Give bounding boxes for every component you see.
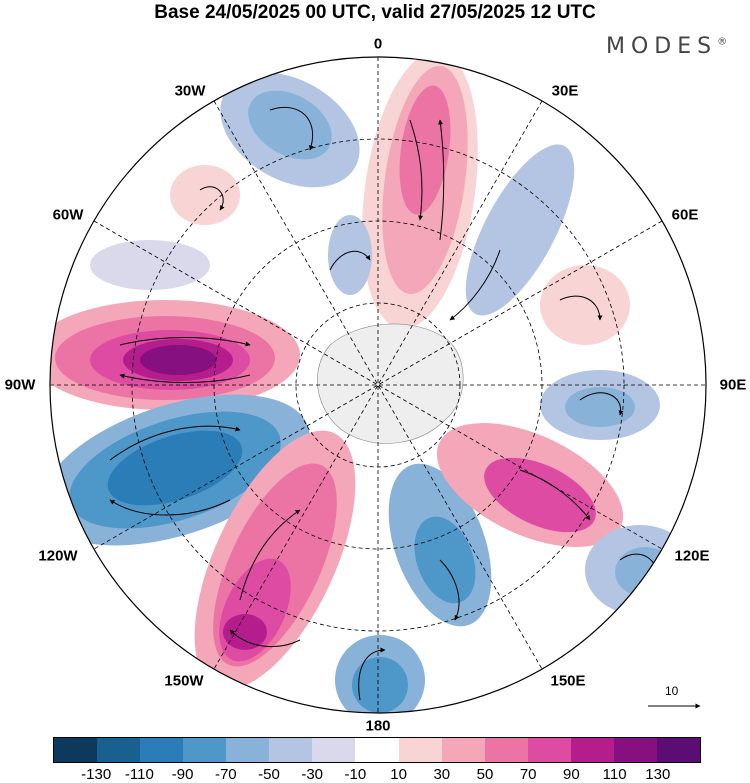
colorbar-tick-label: -10 [344, 766, 367, 783]
colorbar-swatch [97, 738, 141, 762]
lon-label-150w: 150W [164, 672, 204, 690]
colorbar-swatch [398, 738, 442, 762]
colorbar-tick-label: 30 [433, 766, 451, 783]
colorbar-swatch [484, 738, 528, 762]
modes-logo: MODES® [606, 34, 728, 59]
colorbar-tick-label: -70 [214, 766, 237, 783]
map-title: Base 24/05/2025 00 UTC, valid 27/05/2025… [154, 2, 596, 23]
colorbar-tick-label: 130 [645, 766, 671, 783]
colorbar-swatch [656, 738, 700, 762]
lon-label-150e: 150E [550, 672, 586, 690]
colorbar-swatch [226, 738, 270, 762]
lon-label-90w: 90W [4, 376, 36, 394]
colorbar-swatch [269, 738, 313, 762]
lon-label-30w: 30W [174, 82, 206, 100]
colorbar-tick-label: 50 [476, 766, 494, 783]
colorbar-tick-label: -130 [81, 766, 112, 783]
colorbar-swatch [355, 738, 399, 762]
colorbar-tick-label: -50 [258, 766, 280, 783]
colorbar-swatch [54, 738, 98, 762]
colorbar-tick-label: -110 [124, 766, 154, 783]
colorbar-tick-label: -90 [171, 766, 194, 783]
colorbar-swatch [183, 738, 227, 762]
lon-label-180: 180 [365, 717, 391, 735]
colorbar-swatch [140, 738, 184, 762]
reference-vector-label: 10 [665, 684, 679, 698]
colorbar-swatch [613, 738, 657, 762]
colorbar-tick-label: 10 [390, 766, 407, 783]
colorbar-swatch [312, 738, 356, 762]
colorbar-tick-label: 110 [602, 766, 627, 783]
lon-label-90e: 90E [719, 376, 747, 394]
lon-label-30e: 30E [551, 82, 579, 100]
colorbar-swatch [570, 738, 614, 762]
anomaly-field [50, 57, 706, 713]
lon-label-60w: 60W [52, 206, 84, 224]
colorbar [53, 737, 701, 763]
colorbar-swatch [527, 738, 571, 762]
lon-label-0: 0 [373, 35, 383, 53]
lon-label-120w: 120W [38, 547, 78, 565]
colorbar-tick-label: 90 [563, 766, 580, 783]
lon-label-120e: 120E [674, 547, 710, 565]
colorbar-tick-label: -30 [301, 766, 324, 783]
lon-label-60e: 60E [671, 206, 699, 224]
colorbar-swatch [441, 738, 485, 762]
colorbar-tick-label: 70 [519, 766, 537, 783]
